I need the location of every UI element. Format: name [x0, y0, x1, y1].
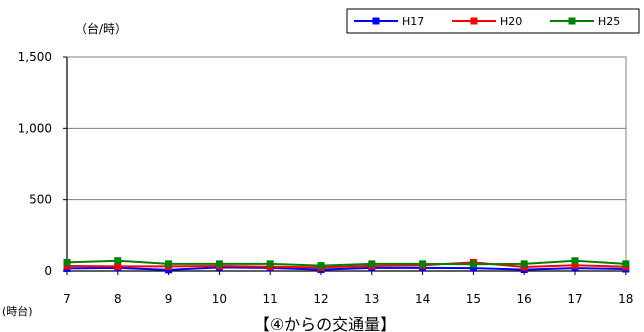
gridlines [67, 56, 626, 201]
legend-marker [470, 17, 478, 25]
x-tick-label: 13 [364, 292, 379, 306]
data-point-h25 [469, 260, 477, 268]
x-tick-label: 17 [567, 292, 582, 306]
series-line-h25 [66, 259, 626, 267]
data-point-h25 [520, 260, 528, 268]
data-point-h25 [368, 260, 376, 268]
x-tick-label: 15 [466, 292, 481, 306]
x-axis-unit-label: (時台) [2, 304, 33, 318]
legend-label: H20 [500, 15, 522, 28]
data-point-h25 [114, 257, 122, 265]
legend-item-h20: H20 [452, 15, 522, 28]
y-tick-label: 1,500 [18, 50, 52, 64]
series-line-h20 [66, 261, 626, 269]
data-point-h25 [622, 260, 630, 268]
plot-area-border [66, 56, 627, 272]
x-tick-label: 11 [263, 292, 278, 306]
data-point-h20 [571, 261, 579, 269]
legend-marker [568, 17, 576, 25]
x-tick-label: 7 [63, 292, 71, 306]
x-tick-label: 8 [114, 292, 122, 306]
data-point-h25 [317, 262, 325, 270]
y-tick-label: 1,000 [18, 121, 52, 135]
data-point-h20 [114, 262, 122, 270]
data-point-h25 [266, 260, 274, 268]
legend-item-h17: H17 [354, 15, 424, 28]
x-tick-label: 14 [415, 292, 430, 306]
data-point-h25 [215, 260, 223, 268]
x-tick-label: 18 [618, 292, 633, 306]
legend-label: H17 [402, 15, 424, 28]
data-point-h20 [63, 262, 71, 270]
series-line-h17 [66, 266, 626, 271]
legend: H17 H20 H25 [346, 8, 640, 34]
data-point-h17 [469, 264, 477, 272]
y-axis-unit-label: （台/時） [75, 21, 127, 36]
chart-caption: 【④からの交通量】 [254, 315, 396, 332]
legend-label: H25 [598, 15, 620, 28]
data-point-h25 [419, 260, 427, 268]
x-tick-label: 16 [517, 292, 532, 306]
data-point-h25 [571, 257, 579, 265]
y-tick-label: 500 [29, 193, 52, 207]
data-point-h25 [63, 258, 71, 266]
legend-marker [372, 17, 380, 25]
x-tick-label: 10 [212, 292, 227, 306]
x-tick-label: 12 [313, 292, 328, 306]
x-tick-label: 9 [165, 292, 173, 306]
data-point-h25 [165, 260, 173, 268]
legend-item-h25: H25 [550, 15, 620, 28]
y-tick-label: 0 [44, 264, 52, 278]
